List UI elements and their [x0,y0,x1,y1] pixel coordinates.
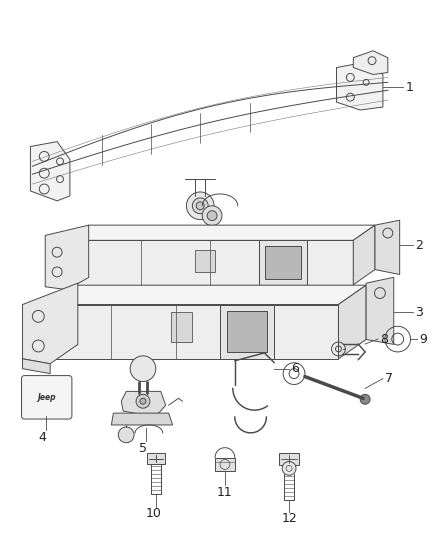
Circle shape [140,398,146,404]
Polygon shape [220,304,274,359]
Polygon shape [215,457,235,471]
Polygon shape [22,283,78,364]
Polygon shape [336,62,383,110]
Text: 3: 3 [416,306,424,319]
Text: 7: 7 [385,372,393,385]
Text: 2: 2 [416,239,424,252]
Circle shape [118,427,134,443]
Polygon shape [30,142,70,201]
Polygon shape [375,220,400,274]
Text: 9: 9 [420,333,427,345]
Text: 5: 5 [139,442,147,455]
Polygon shape [111,413,173,425]
Circle shape [360,394,370,404]
Text: 6: 6 [291,362,299,375]
Polygon shape [353,225,375,285]
Circle shape [136,394,150,408]
Polygon shape [265,246,301,279]
Text: 8: 8 [380,333,388,345]
Polygon shape [50,285,366,304]
FancyBboxPatch shape [21,376,72,419]
Polygon shape [195,250,215,272]
Polygon shape [227,311,267,352]
Text: 12: 12 [281,512,297,525]
Polygon shape [50,304,339,359]
Polygon shape [45,225,88,290]
Text: 4: 4 [38,431,46,445]
Polygon shape [67,225,375,240]
Polygon shape [339,285,366,359]
Text: 11: 11 [217,486,233,498]
Circle shape [196,202,204,209]
Polygon shape [22,359,50,374]
Polygon shape [121,391,166,415]
Text: Jeep: Jeep [37,393,56,402]
Circle shape [282,462,296,475]
Polygon shape [279,453,299,465]
Text: 10: 10 [146,507,162,520]
Circle shape [192,198,208,214]
Circle shape [187,192,214,220]
Polygon shape [147,453,165,464]
Polygon shape [171,312,192,342]
Polygon shape [67,240,353,285]
Polygon shape [366,277,394,344]
Polygon shape [259,240,307,285]
Circle shape [207,211,217,221]
Circle shape [202,206,222,225]
Text: 1: 1 [406,81,413,94]
Polygon shape [353,51,388,75]
Circle shape [130,356,156,382]
